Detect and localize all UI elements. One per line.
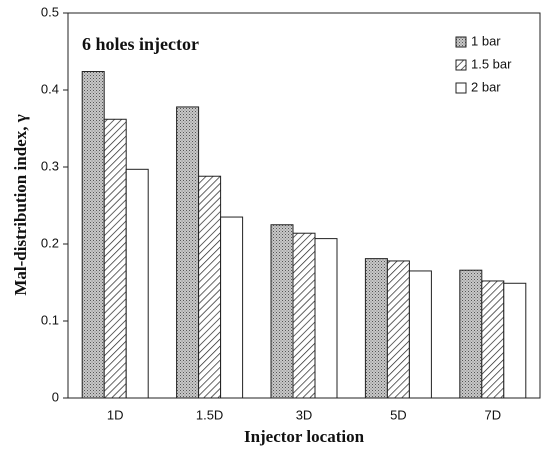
x-axis-label: Injector location [244, 427, 365, 446]
legend-label: 1.5 bar [471, 56, 512, 71]
bar [103, 118, 127, 399]
bar [481, 280, 505, 399]
y-tick-label: 0.1 [41, 312, 59, 327]
x-tick-label: 1D [107, 407, 124, 422]
bar [270, 224, 294, 399]
x-tick-label: 5D [390, 407, 407, 422]
y-tick-label: 0.4 [41, 81, 59, 96]
bar [81, 71, 105, 399]
x-tick-label: 3D [296, 407, 313, 422]
bar [503, 282, 527, 399]
y-tick-label: 0.2 [41, 235, 59, 250]
bar [125, 168, 149, 399]
legend-label: 1 bar [471, 33, 501, 48]
bar [176, 106, 200, 399]
legend-swatch [455, 36, 467, 48]
bar [198, 175, 222, 399]
y-tick-label: 0 [52, 389, 59, 404]
chart-title: 6 holes injector [82, 34, 199, 54]
bar [292, 232, 316, 399]
x-tick-label: 7D [484, 407, 501, 422]
legend-swatch [455, 59, 467, 71]
x-tick-label: 1.5D [196, 407, 223, 422]
y-tick-label: 0.5 [41, 4, 59, 19]
bar [408, 270, 432, 399]
legend-label: 2 bar [471, 79, 501, 94]
bar [314, 238, 338, 399]
y-axis-label: Mal-distribution index, γ [11, 114, 30, 295]
bar [364, 258, 388, 399]
legend-swatch [455, 82, 467, 94]
bar [459, 269, 483, 399]
y-tick-label: 0.3 [41, 158, 59, 173]
bar [386, 260, 410, 399]
bar [220, 216, 244, 399]
